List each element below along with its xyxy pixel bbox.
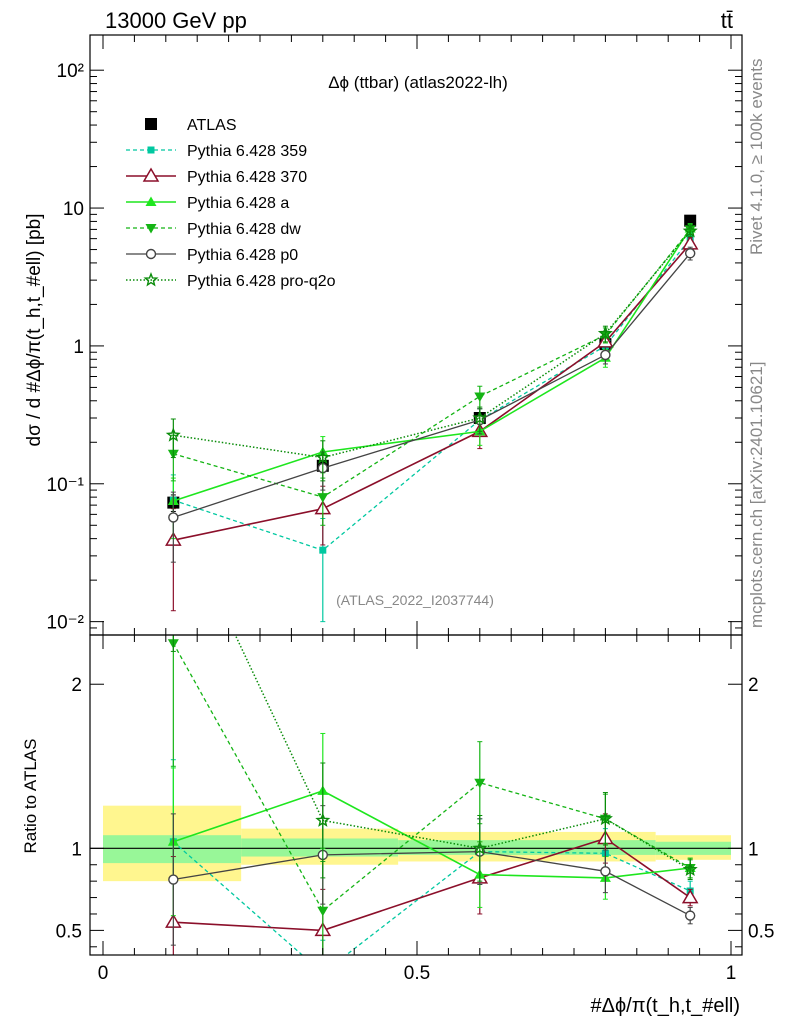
legend-label: Pythia 6.428 a [187, 195, 289, 212]
x-tick-label: 0.5 [404, 963, 430, 984]
legend-marker [145, 248, 157, 260]
main-y-tick-label: 1 [73, 337, 84, 358]
legend-entry-pythia-6-428-370: Pythia 6.428 370 [126, 167, 307, 186]
main-marker-pythia-6-428-p0 [684, 248, 696, 259]
ratio-frame [89, 634, 743, 956]
main-line-pythia-6-428-a [173, 228, 691, 502]
ratio-marker-pythia-6-428-p0 [684, 910, 696, 921]
main-y-tick-label: 10⁻¹ [47, 475, 85, 496]
ratio-panel: Ratio to ATLAS #Δϕ/π(t_h,t_#ell) 0 0.5 1 0.… [21, 634, 774, 1017]
main-marker-pythia-6-428-359 [319, 546, 327, 554]
legend-marker [143, 272, 159, 287]
ratio-marker-pythia-6-428-370 [681, 889, 699, 904]
main-series-pythia-6-428-359 [169, 232, 694, 623]
analysis-watermark: (ATLAS_2022_I2037744) [336, 592, 494, 608]
ratio-line-pythia-6-428-dw [172, 642, 691, 912]
legend-marker [147, 146, 155, 154]
legend-label: Pythia 6.428 359 [187, 143, 307, 160]
ratio-series-pythia-6-428-359 [169, 759, 694, 955]
main-series-pythia-6-428-p0 [168, 246, 696, 563]
rivet-label: Rivet 4.1.0, ≥ 100k events [747, 59, 766, 255]
legend-label: Pythia 6.428 p0 [187, 247, 298, 264]
ratio-marker-pythia-6-428-pro-q2o [315, 812, 331, 827]
legend-entry-pythia-6-428-359: Pythia 6.428 359 [126, 143, 307, 160]
ratio-band-stat [398, 840, 656, 855]
legend-marker [145, 118, 157, 130]
main-series-pythia-6-428-a [167, 223, 696, 540]
ratio-line-pythia-6-428-359 [172, 841, 691, 955]
main-y-tick-label: 10² [57, 61, 84, 82]
ratio-marker-pythia-6-428-pro-q2o [472, 840, 488, 855]
legend-entry-atlas: ATLAS [145, 117, 237, 134]
ratio-band-stat [241, 838, 399, 857]
ratio-marker-pythia-6-428-dw [317, 906, 329, 917]
main-y-tick-label: 10 [63, 199, 84, 220]
legend-marker [142, 167, 160, 182]
main-series-pythia-6-428-370 [165, 235, 699, 612]
legend-label: ATLAS [187, 117, 237, 134]
legend-entry-pythia-6-428-pro-q2o: Pythia 6.428 pro-q2o [126, 272, 336, 290]
main-marker-pythia-6-428-pro-q2o [315, 449, 331, 464]
ratio-y-tick-label-right: 0.5 [748, 921, 774, 942]
legend-marker [145, 196, 157, 206]
ratio-marker-pythia-6-428-p0 [168, 874, 179, 885]
ratio-y-tick-label-left: 0.5 [56, 921, 82, 942]
main-marker-pythia-6-428-pro-q2o [597, 325, 613, 340]
main-marker-pythia-6-428-pro-q2o [682, 223, 698, 238]
main-marker-pythia-6-428-pro-q2o [165, 427, 181, 442]
main-marker-pythia-6-428-dw [474, 392, 486, 402]
ratio-y-axis-label: Ratio to ATLAS [21, 739, 40, 854]
main-marker-pythia-6-428-pro-q2o [472, 410, 488, 425]
legend-entry-pythia-6-428-p0: Pythia 6.428 p0 [126, 247, 298, 264]
ratio-y-tick-label-left: 1 [71, 839, 82, 860]
ratio-marker-pythia-6-428-pro-q2o [682, 861, 698, 877]
main-panel: Δϕ (ttbar) (atlas2022-lh) (ATLAS_2022_I2… [24, 34, 743, 636]
ratio-series-pythia-6-428-pro-q2o [170, 635, 698, 882]
ratio-y-tick-label-right: 2 [748, 675, 759, 696]
legend-entry-pythia-6-428-a: Pythia 6.428 a [126, 195, 289, 212]
main-marker-pythia-6-428-p0 [168, 512, 179, 523]
ratio-marker-pythia-6-428-pro-q2o [597, 810, 613, 826]
chart-title: Δϕ (ttbar) (atlas2022-lh) [328, 73, 508, 92]
main-series-pythia-6-428-pro-q2o [165, 223, 698, 482]
ratio-marker-pythia-6-428-dw [474, 778, 486, 789]
ratio-y-tick-label-right: 1 [748, 839, 759, 860]
main-line-pythia-6-428-p0 [173, 252, 691, 519]
ratio-y-tick-label-left: 2 [71, 675, 82, 696]
legend-label: Pythia 6.428 370 [187, 169, 307, 186]
ratio-marker-pythia-6-428-p0 [600, 866, 611, 877]
ratio-series-pythia-6-428-p0 [168, 805, 696, 946]
main-line-pythia-6-428-dw [173, 228, 691, 498]
main-y-tick-label: 10⁻² [47, 613, 85, 634]
energy-label: 13000 GeV pp [105, 8, 247, 33]
x-axis-label: #Δϕ/π(t_h,t_#ell) [590, 995, 740, 1017]
x-tick-label: 0 [98, 963, 109, 984]
main-marker-pythia-6-428-dw [317, 493, 329, 503]
main-marker-pythia-6-428-p0 [600, 349, 611, 361]
legend: ATLAS Pythia 6.428 359 Pythia 6.428 370 Pyt… [126, 117, 336, 290]
main-line-pythia-6-428-pro-q2o [173, 230, 691, 459]
legend-entry-pythia-6-428-dw: Pythia 6.428 dw [126, 221, 301, 238]
legend-marker [145, 224, 157, 234]
main-y-axis-label: dσ / d #Δϕ/π(t_h,t_#ell) [pb] [24, 213, 45, 446]
main-series-pythia-6-428-dw [167, 223, 696, 526]
x-tick-label: 1 [726, 963, 737, 984]
legend-label: Pythia 6.428 dw [187, 221, 301, 238]
mcplots-label: mcplots.cern.ch [arXiv:2401.10621] [747, 362, 766, 628]
legend-label: Pythia 6.428 pro-q2o [187, 273, 336, 290]
main-marker-atlas [684, 214, 697, 227]
process-label: tt̄ [721, 8, 733, 33]
